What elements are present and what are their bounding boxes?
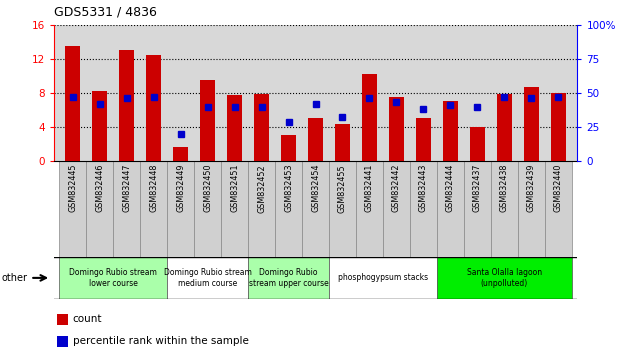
- Bar: [437, 161, 464, 257]
- Bar: [491, 161, 518, 257]
- Bar: [86, 161, 113, 257]
- Bar: [329, 161, 356, 257]
- Text: GSM832452: GSM832452: [257, 164, 266, 212]
- Bar: [443, 102, 458, 161]
- Text: GSM832444: GSM832444: [446, 164, 455, 212]
- Bar: [524, 87, 539, 161]
- Text: GSM832451: GSM832451: [230, 164, 239, 212]
- Bar: [383, 161, 410, 257]
- Text: GSM832455: GSM832455: [338, 164, 347, 212]
- Text: GSM832445: GSM832445: [68, 164, 77, 212]
- Text: GSM832440: GSM832440: [554, 164, 563, 212]
- Bar: [92, 91, 107, 161]
- Text: GSM832442: GSM832442: [392, 164, 401, 212]
- Text: other: other: [1, 273, 27, 283]
- Bar: [356, 161, 383, 257]
- Text: GSM832453: GSM832453: [284, 164, 293, 212]
- Bar: [113, 161, 140, 257]
- Bar: [551, 93, 566, 161]
- Bar: [437, 257, 572, 299]
- Bar: [281, 135, 296, 161]
- Bar: [167, 257, 248, 299]
- Bar: [275, 161, 302, 257]
- Bar: [416, 119, 431, 161]
- Bar: [140, 161, 167, 257]
- Text: GSM832449: GSM832449: [176, 164, 185, 212]
- Text: GSM832447: GSM832447: [122, 164, 131, 212]
- Bar: [329, 257, 437, 299]
- Bar: [248, 161, 275, 257]
- Text: GSM832438: GSM832438: [500, 164, 509, 212]
- Bar: [248, 257, 329, 299]
- Bar: [167, 161, 194, 257]
- Text: Domingo Rubio
stream upper course: Domingo Rubio stream upper course: [249, 268, 328, 287]
- Bar: [470, 127, 485, 161]
- Text: GSM832441: GSM832441: [365, 164, 374, 212]
- Bar: [302, 161, 329, 257]
- Text: GSM832439: GSM832439: [527, 164, 536, 212]
- Bar: [221, 161, 248, 257]
- Bar: [173, 147, 188, 161]
- Text: Domingo Rubio stream
medium course: Domingo Rubio stream medium course: [163, 268, 251, 287]
- Text: GSM832448: GSM832448: [149, 164, 158, 212]
- Bar: [200, 80, 215, 161]
- Bar: [464, 161, 491, 257]
- Bar: [254, 94, 269, 161]
- Bar: [308, 119, 323, 161]
- Text: percentile rank within the sample: percentile rank within the sample: [73, 336, 249, 346]
- Bar: [410, 161, 437, 257]
- Bar: [65, 46, 80, 161]
- Text: GSM832437: GSM832437: [473, 164, 482, 212]
- Bar: [194, 161, 221, 257]
- Bar: [389, 97, 404, 161]
- Bar: [59, 257, 167, 299]
- Text: GSM832454: GSM832454: [311, 164, 320, 212]
- Bar: [497, 94, 512, 161]
- Bar: [119, 50, 134, 161]
- Text: phosphogypsum stacks: phosphogypsum stacks: [338, 273, 428, 282]
- Bar: [362, 74, 377, 161]
- Text: GSM832443: GSM832443: [419, 164, 428, 212]
- Bar: [518, 161, 545, 257]
- Text: GSM832446: GSM832446: [95, 164, 104, 212]
- Bar: [59, 161, 86, 257]
- Text: count: count: [73, 314, 102, 324]
- Text: Domingo Rubio stream
lower course: Domingo Rubio stream lower course: [69, 268, 157, 287]
- Bar: [335, 125, 350, 161]
- Text: Santa Olalla lagoon
(unpolluted): Santa Olalla lagoon (unpolluted): [467, 268, 542, 287]
- Bar: [146, 56, 161, 161]
- Bar: [545, 161, 572, 257]
- Text: GSM832450: GSM832450: [203, 164, 212, 212]
- Text: GDS5331 / 4836: GDS5331 / 4836: [54, 5, 156, 18]
- Bar: [227, 95, 242, 161]
